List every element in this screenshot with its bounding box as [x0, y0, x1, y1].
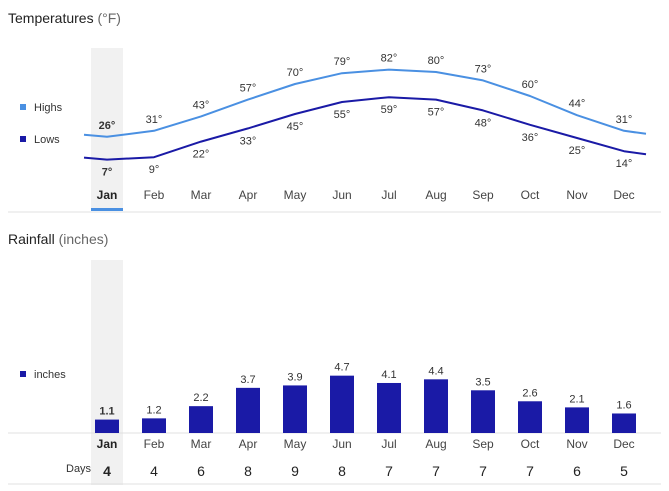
- rain-month-dec[interactable]: Dec: [613, 437, 634, 451]
- days-jul: 7: [385, 463, 393, 479]
- days-label: Days: [66, 463, 92, 475]
- label-highs-nov: 44°: [569, 98, 586, 110]
- rain-month-sep[interactable]: Sep: [472, 437, 494, 451]
- rainfall-title: Rainfall (inches): [8, 231, 109, 247]
- bar-label-apr: 3.7: [240, 374, 255, 386]
- bar-aug: [424, 379, 448, 433]
- label-highs-jan: 26°: [99, 120, 116, 132]
- rain-month-feb[interactable]: Feb: [144, 437, 165, 451]
- bar-label-mar: 2.2: [193, 392, 208, 404]
- label-lows-jun: 55°: [334, 109, 351, 121]
- selected-month-highlight-rain: [91, 260, 123, 485]
- bar-label-sep: 3.5: [475, 376, 490, 388]
- bar-apr: [236, 387, 260, 433]
- line-highs: [83, 68, 647, 138]
- bar-may: [283, 385, 307, 433]
- temp-month-feb[interactable]: Feb: [144, 188, 165, 202]
- label-lows-jul: 59°: [381, 104, 398, 116]
- temp-month-jun[interactable]: Jun: [332, 188, 351, 202]
- bar-label-may: 3.9: [287, 371, 302, 383]
- rain-month-jan[interactable]: Jan: [97, 437, 118, 451]
- label-highs-apr: 57°: [240, 83, 257, 95]
- temperatures-title: Temperatures (°F): [8, 10, 121, 26]
- label-highs-feb: 31°: [146, 114, 163, 126]
- days-sep: 7: [479, 463, 487, 479]
- temp-month-apr[interactable]: Apr: [239, 188, 258, 202]
- bar-feb: [142, 418, 166, 433]
- temp-month-oct[interactable]: Oct: [521, 188, 540, 202]
- label-highs-oct: 60°: [522, 79, 539, 91]
- label-lows-jan: 7°: [102, 167, 113, 179]
- bar-jun: [330, 375, 354, 433]
- days-nov: 6: [573, 463, 581, 479]
- legend-highs: Highs: [20, 102, 62, 114]
- legend-inches-swatch: [20, 371, 26, 377]
- days-feb: 4: [150, 463, 158, 479]
- temp-month-aug[interactable]: Aug: [425, 188, 446, 202]
- selected-month-underline: [91, 208, 123, 211]
- label-lows-sep: 48°: [475, 117, 492, 129]
- bar-label-dec: 1.6: [616, 399, 631, 411]
- legend-lows: Lows: [20, 134, 60, 146]
- legend-inches: inches: [20, 369, 66, 381]
- label-lows-oct: 36°: [522, 132, 539, 144]
- rain-month-mar[interactable]: Mar: [191, 437, 212, 451]
- bar-label-jul: 4.1: [381, 369, 396, 381]
- rain-month-nov[interactable]: Nov: [566, 437, 587, 451]
- label-lows-nov: 25°: [569, 145, 586, 157]
- days-aug: 7: [432, 463, 440, 479]
- days-jun: 8: [338, 463, 346, 479]
- bar-label-nov: 2.1: [569, 393, 584, 405]
- label-lows-dec: 14°: [616, 158, 633, 170]
- temp-month-sep[interactable]: Sep: [472, 188, 494, 202]
- label-lows-may: 45°: [287, 121, 304, 133]
- bar-label-aug: 4.4: [428, 365, 443, 377]
- days-mar: 6: [197, 463, 205, 479]
- days-oct: 7: [526, 463, 534, 479]
- rain-month-jul[interactable]: Jul: [381, 437, 396, 451]
- days-jan: 4: [103, 463, 111, 479]
- label-highs-may: 70°: [287, 67, 304, 79]
- bar-oct: [518, 401, 542, 433]
- temp-month-jan[interactable]: Jan: [97, 188, 118, 202]
- bar-dec: [612, 413, 636, 433]
- bar-sep: [471, 390, 495, 433]
- bar-jan: [95, 419, 119, 433]
- bar-mar: [189, 406, 213, 433]
- bar-label-jan: 1.1: [99, 406, 114, 418]
- label-highs-mar: 43°: [193, 99, 210, 111]
- days-dec: 5: [620, 463, 628, 479]
- temp-month-jul[interactable]: Jul: [381, 188, 396, 202]
- temp-month-may[interactable]: May: [284, 188, 307, 202]
- label-lows-feb: 9°: [149, 164, 160, 176]
- legend-lows-swatch: [20, 136, 26, 142]
- bar-nov: [565, 407, 589, 433]
- label-highs-aug: 80°: [428, 55, 445, 67]
- bar-label-feb: 1.2: [146, 404, 161, 416]
- rain-month-oct[interactable]: Oct: [521, 437, 540, 451]
- temp-month-nov[interactable]: Nov: [566, 188, 587, 202]
- label-highs-dec: 31°: [616, 114, 633, 126]
- label-highs-sep: 73°: [475, 63, 492, 75]
- label-lows-apr: 33°: [240, 135, 257, 147]
- rain-month-aug[interactable]: Aug: [425, 437, 446, 451]
- selected-month-highlight-temp: [91, 48, 123, 210]
- days-apr: 8: [244, 463, 252, 479]
- label-highs-jul: 82°: [381, 53, 398, 65]
- rain-month-jun[interactable]: Jun: [332, 437, 351, 451]
- bar-label-oct: 2.6: [522, 387, 537, 399]
- bar-jul: [377, 382, 401, 433]
- label-highs-jun: 79°: [334, 56, 351, 68]
- temp-month-mar[interactable]: Mar: [191, 188, 212, 202]
- bar-label-jun: 4.7: [334, 362, 349, 374]
- temp-month-dec[interactable]: Dec: [613, 188, 634, 202]
- rain-month-may[interactable]: May: [284, 437, 307, 451]
- legend-highs-swatch: [20, 104, 26, 110]
- label-lows-aug: 57°: [428, 107, 445, 119]
- line-lows: [83, 96, 647, 161]
- rain-month-apr[interactable]: Apr: [239, 437, 258, 451]
- label-lows-mar: 22°: [193, 149, 210, 161]
- days-may: 9: [291, 463, 299, 479]
